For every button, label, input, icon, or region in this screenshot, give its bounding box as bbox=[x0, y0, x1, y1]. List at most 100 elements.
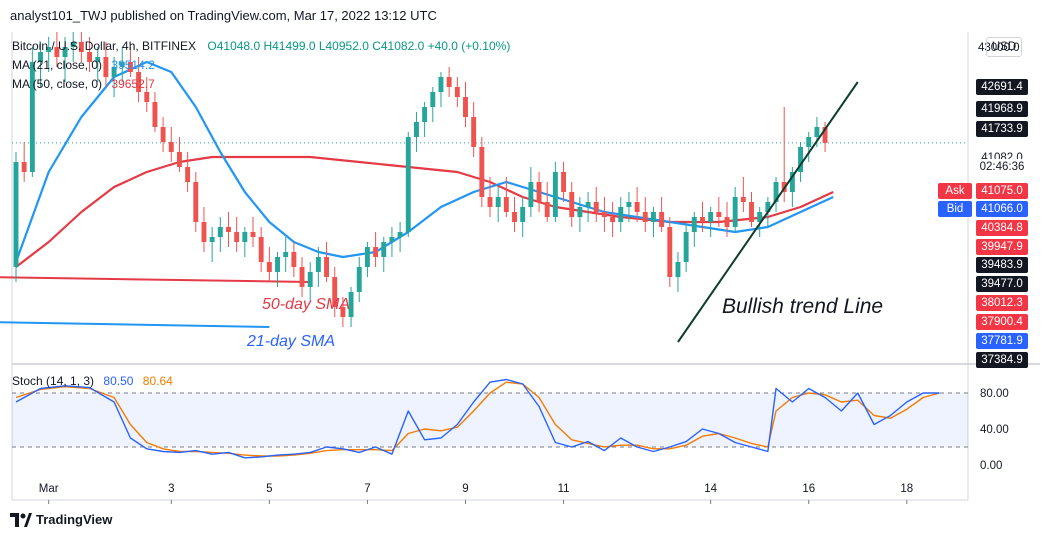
candle bbox=[340, 297, 346, 327]
currency-button[interactable]: USD bbox=[986, 37, 1022, 57]
candle bbox=[275, 252, 280, 287]
sma50-legend-line bbox=[0, 276, 311, 283]
candle bbox=[373, 232, 379, 267]
candle-body bbox=[430, 92, 436, 107]
candle bbox=[454, 77, 460, 107]
candle bbox=[724, 202, 730, 237]
candle-body bbox=[422, 107, 428, 122]
candle-body bbox=[364, 247, 370, 267]
candle bbox=[405, 132, 411, 237]
ma21-legend: MA (21, close, 0) 39514.2 bbox=[12, 58, 155, 72]
candle bbox=[299, 257, 305, 297]
candle-body bbox=[13, 162, 19, 267]
stoch-band bbox=[12, 392, 968, 448]
candle bbox=[552, 162, 558, 222]
candle bbox=[111, 57, 117, 97]
candle bbox=[438, 72, 444, 107]
axes: Mar 3 5 7 9 11 14 16 18 43000.0 80.00 40.00 0.00 bbox=[39, 42, 1020, 504]
candle bbox=[700, 202, 705, 232]
candle bbox=[577, 197, 583, 232]
candle bbox=[463, 82, 468, 127]
price-axis-label: 41075.0 bbox=[976, 183, 1028, 199]
candle bbox=[773, 177, 779, 212]
candle-body bbox=[471, 117, 477, 147]
candle bbox=[601, 197, 607, 232]
ma21-value: 39514.2 bbox=[111, 58, 155, 72]
candle-body bbox=[610, 217, 616, 222]
candle bbox=[381, 237, 387, 272]
candle-body bbox=[152, 102, 158, 127]
candle-body bbox=[601, 212, 607, 217]
candle-body bbox=[708, 212, 714, 222]
candle-body bbox=[585, 202, 591, 207]
candle-body bbox=[503, 197, 509, 212]
candle bbox=[242, 227, 248, 257]
candle-body bbox=[479, 147, 485, 197]
candle bbox=[258, 227, 264, 272]
candle-body bbox=[397, 232, 403, 237]
candle-body bbox=[119, 62, 125, 67]
candle-body bbox=[512, 212, 517, 222]
candle bbox=[675, 252, 681, 292]
candle-body bbox=[757, 212, 763, 222]
candle-body bbox=[806, 137, 812, 147]
candle-body bbox=[38, 52, 43, 62]
x-tick-label: 11 bbox=[558, 483, 570, 495]
candle bbox=[70, 32, 76, 62]
candle-body bbox=[136, 72, 142, 92]
stoch-tick-label: 80.00 bbox=[980, 388, 1009, 400]
candle bbox=[324, 242, 330, 282]
stoch-overbought-band bbox=[12, 393, 968, 447]
candle-body bbox=[724, 217, 730, 227]
candle-body bbox=[324, 257, 330, 277]
candle bbox=[471, 102, 477, 157]
candle-body bbox=[716, 212, 722, 217]
candle bbox=[136, 57, 142, 102]
ohlc-readout: O41048.0 H41499.0 L40952.0 C41082.0 +40.… bbox=[207, 39, 511, 53]
candle bbox=[193, 172, 199, 232]
sma50-annotation: 50-day SMA bbox=[262, 296, 351, 313]
candle bbox=[413, 112, 419, 152]
sma21-annotation: 21-day SMA bbox=[247, 333, 336, 350]
candle bbox=[62, 37, 68, 82]
x-tick-label: 16 bbox=[802, 483, 815, 495]
candle bbox=[87, 37, 93, 72]
stoch-legend: Stoch (14, 1, 3) 80.50 80.64 bbox=[12, 374, 173, 388]
candle bbox=[291, 242, 297, 277]
candle-body bbox=[593, 202, 599, 212]
candle-body bbox=[29, 62, 35, 172]
candle-body bbox=[626, 202, 632, 207]
candle-body bbox=[740, 197, 746, 202]
candle bbox=[634, 187, 640, 222]
candle-body bbox=[389, 237, 395, 242]
candle-body bbox=[250, 232, 256, 237]
candle bbox=[168, 127, 174, 162]
candle bbox=[708, 207, 714, 237]
candle bbox=[29, 47, 35, 177]
candles bbox=[13, 32, 828, 327]
candle bbox=[446, 67, 452, 97]
candle bbox=[103, 42, 109, 87]
candle-body bbox=[381, 242, 387, 257]
candle-body bbox=[275, 257, 280, 272]
candle-body bbox=[667, 227, 673, 277]
stoch-lines bbox=[15, 378, 940, 459]
price-axis-label: 37781.9 bbox=[976, 333, 1028, 349]
candle bbox=[716, 197, 722, 227]
candle-body bbox=[340, 307, 346, 317]
candle-body bbox=[70, 42, 76, 47]
candle bbox=[822, 122, 828, 152]
candle-body bbox=[332, 277, 338, 307]
candle bbox=[78, 32, 84, 62]
candle bbox=[13, 152, 19, 282]
trend-line-layer bbox=[677, 81, 859, 343]
candle-body bbox=[618, 207, 624, 222]
candle bbox=[732, 187, 738, 232]
candle-body bbox=[283, 252, 289, 257]
candle-body bbox=[528, 182, 534, 207]
candle-body bbox=[95, 57, 101, 62]
price-axis-label: 41066.0 bbox=[976, 201, 1028, 217]
price-axis-label: 37900.4 bbox=[976, 314, 1028, 330]
stoch-k-line bbox=[15, 378, 940, 459]
